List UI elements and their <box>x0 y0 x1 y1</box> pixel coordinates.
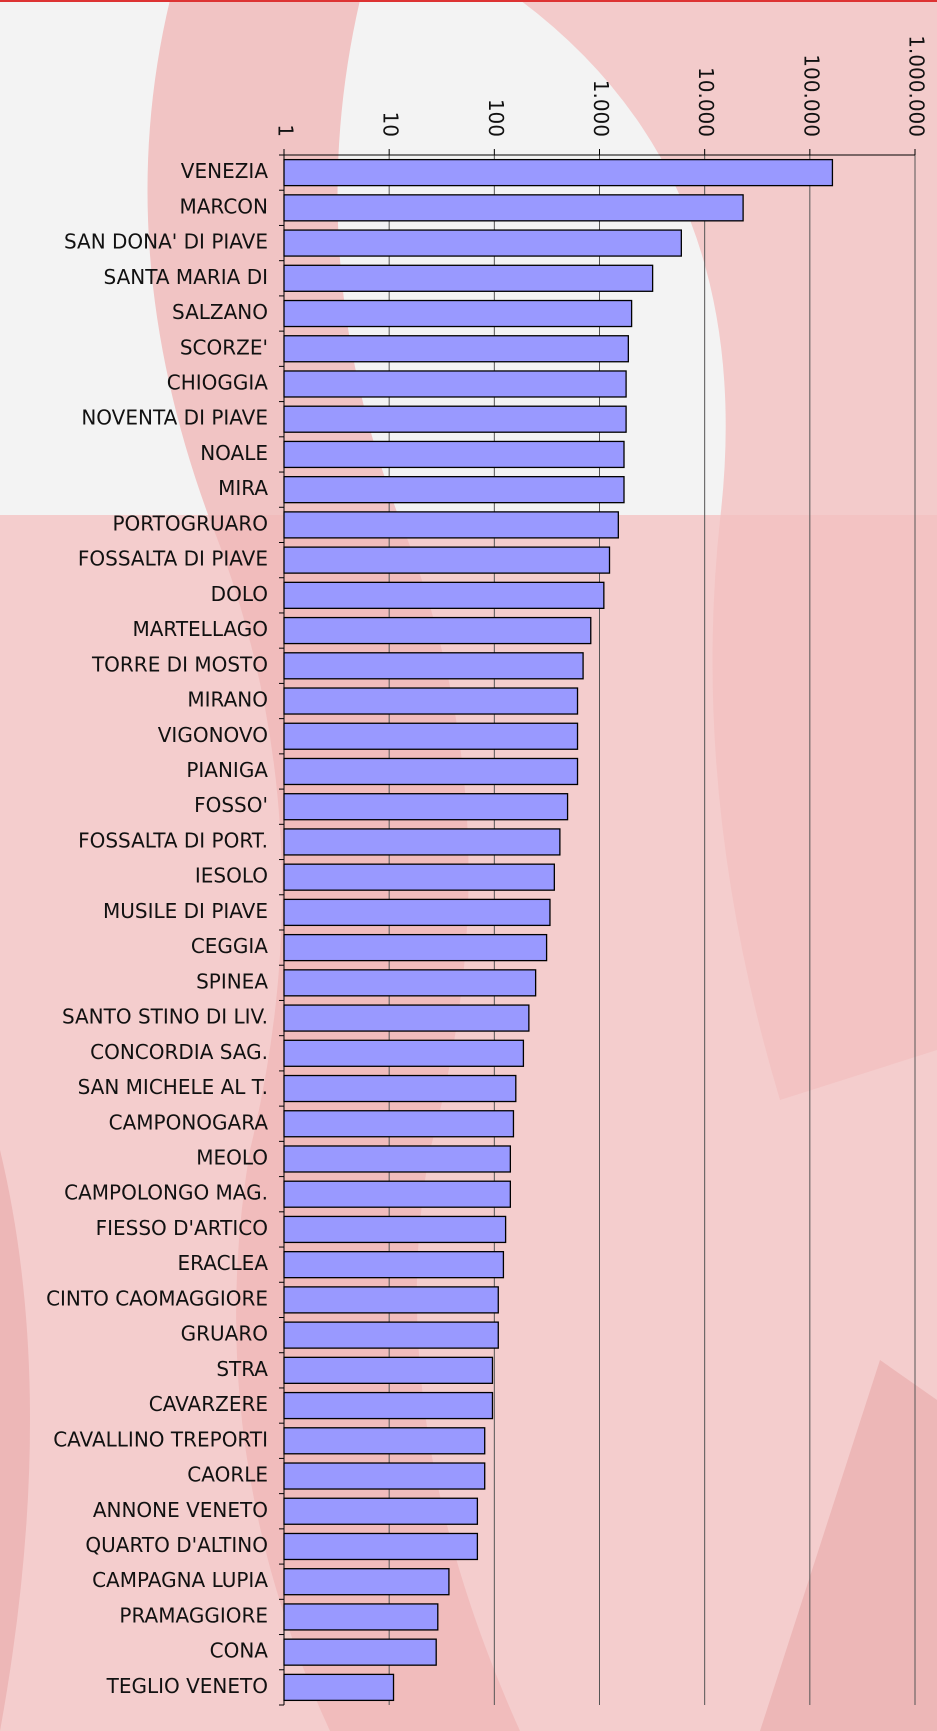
bar <box>283 687 579 715</box>
x-tick-label: 1.000.000 <box>905 35 929 137</box>
bar <box>283 722 579 750</box>
y-tick-label: CHIOGGIA <box>167 370 269 394</box>
bar <box>283 1427 486 1455</box>
x-tick-label: 100.000 <box>799 54 823 137</box>
x-tick-label: 1 <box>274 124 298 137</box>
bar <box>283 1532 479 1561</box>
bar <box>283 757 579 786</box>
y-tick-label: PRAMAGGIORE <box>119 1603 268 1627</box>
bar <box>283 1004 530 1032</box>
bar <box>283 335 629 363</box>
bar <box>283 1145 511 1173</box>
bar <box>283 1462 486 1490</box>
y-tick-label: ANNONE VENETO <box>93 1498 268 1522</box>
y-tick-label: NOALE <box>200 441 268 465</box>
y-tick-label: CAVARZERE <box>149 1392 268 1416</box>
bar <box>283 828 561 856</box>
bar <box>283 1039 525 1067</box>
y-tick-label: CONCORDIA SAG. <box>90 1040 268 1064</box>
bar <box>283 1638 437 1666</box>
y-tick-label: MIRA <box>218 476 268 500</box>
y-tick-label: CONA <box>210 1639 269 1663</box>
y-tick-label: SAN DONA' DI PIAVE <box>64 230 268 254</box>
bar <box>283 370 627 398</box>
y-tick-label: CEGGIA <box>191 934 268 958</box>
y-tick-label: PORTOGRUARO <box>112 511 268 535</box>
y-tick-label: MEOLO <box>196 1145 268 1169</box>
y-tick-label: SPINEA <box>196 969 268 993</box>
y-tick-label: CAMPOLONGO MAG. <box>64 1181 268 1205</box>
x-tick-label: 10.000 <box>694 67 718 137</box>
bar <box>283 405 627 433</box>
x-tick-label: 100 <box>484 99 508 137</box>
bar <box>283 581 605 609</box>
y-tick-label: TORRE DI MOSTO <box>91 652 268 676</box>
top-border <box>0 0 937 2</box>
bar <box>283 1286 499 1314</box>
y-tick-label: CAORLE <box>187 1463 268 1487</box>
bar <box>283 1110 515 1138</box>
bar <box>283 933 548 962</box>
y-tick-label: IESOLO <box>195 864 268 888</box>
bar <box>283 969 537 997</box>
bar <box>283 898 551 927</box>
y-tick-label: TEGLIO VENETO <box>106 1674 268 1698</box>
background-swoosh <box>0 1150 937 1731</box>
bar <box>283 1356 494 1384</box>
y-tick-label: MUSILE DI PIAVE <box>103 899 268 923</box>
y-tick-label: FOSSO' <box>194 793 268 817</box>
bar <box>283 1251 505 1279</box>
y-tick-label: STRA <box>216 1357 268 1381</box>
y-tick-label: VENEZIA <box>181 159 269 183</box>
y-tick-label: CAMPAGNA LUPIA <box>92 1568 268 1592</box>
bar <box>283 793 569 821</box>
y-tick-label: SAN MICHELE AL T. <box>78 1075 268 1099</box>
bar <box>283 194 744 222</box>
bar <box>283 1673 395 1702</box>
bar <box>283 476 625 504</box>
y-tick-label: DOLO <box>211 582 268 606</box>
y-tick-label: FIESSO D'ARTICO <box>96 1216 268 1240</box>
bar <box>283 299 633 328</box>
y-tick-label: MIRANO <box>187 688 268 712</box>
y-tick-label: PIANIGA <box>186 758 268 782</box>
y-tick-label: NOVENTA DI PIAVE <box>81 406 268 430</box>
y-tick-label: FOSSALTA DI PIAVE <box>78 547 268 571</box>
bar <box>283 440 625 469</box>
bar <box>283 1568 450 1596</box>
bar <box>283 264 654 292</box>
y-tick-label: CAVALLINO TREPORTI <box>53 1427 268 1451</box>
bar <box>283 1074 517 1103</box>
bar <box>283 1391 494 1420</box>
bar <box>283 616 592 645</box>
bar <box>283 158 834 187</box>
y-tick-label: SALZANO <box>172 300 268 324</box>
x-tick-label: 10 <box>379 112 403 137</box>
y-tick-label: SANTO STINO DI LIV. <box>62 1005 268 1029</box>
bar <box>283 1180 511 1208</box>
y-tick-label: CAMPONOGARA <box>109 1110 269 1134</box>
x-tick-label: 1.000 <box>589 80 613 137</box>
y-tick-label: FOSSALTA DI PORT. <box>78 828 268 852</box>
y-tick-label: VIGONOVO <box>158 723 268 747</box>
bar <box>283 546 611 574</box>
bar <box>283 652 584 680</box>
bar <box>283 1497 479 1525</box>
y-tick-label: MARCON <box>179 194 268 218</box>
y-tick-label: SANTA MARIA DI <box>104 265 268 289</box>
bar <box>283 1603 439 1631</box>
y-tick-label: QUARTO D'ALTINO <box>85 1533 268 1557</box>
bar <box>283 1215 507 1244</box>
bar <box>283 511 619 539</box>
y-tick-label: MARTELLAGO <box>132 617 268 641</box>
bar <box>283 863 555 891</box>
background-swoosh <box>520 0 937 1100</box>
y-tick-label: CINTO CAOMAGGIORE <box>46 1286 268 1310</box>
y-tick-label: SCORZE' <box>180 335 268 359</box>
bar <box>283 1321 499 1349</box>
y-tick-label: ERACLEA <box>178 1251 269 1275</box>
bar <box>283 229 682 257</box>
y-tick-label: GRUARO <box>181 1322 268 1346</box>
